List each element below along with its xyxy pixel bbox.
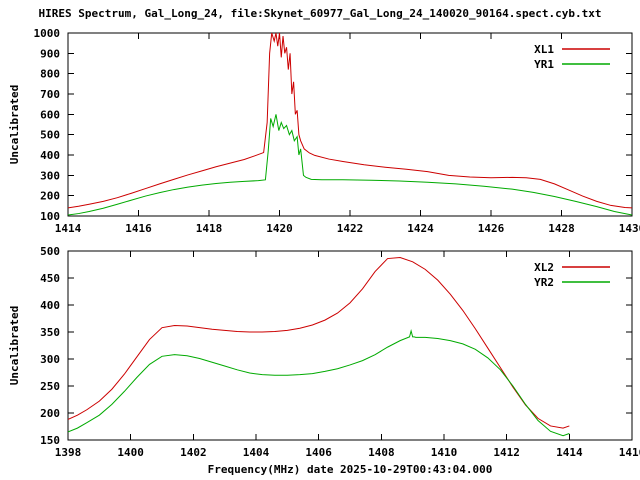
- bottom-y-tick-label: 350: [40, 326, 60, 339]
- page-title: HIRES Spectrum, Gal_Long_24, file:Skynet…: [38, 7, 602, 20]
- top-trace-xl1: [68, 33, 632, 209]
- bottom-legend-label-yr2: YR2: [534, 276, 554, 289]
- bottom-x-tick-label: 1404: [243, 446, 270, 459]
- bottom-x-tick-label: 1400: [117, 446, 144, 459]
- top-x-tick-label: 1428: [548, 222, 575, 235]
- bottom-legend-label-xl2: XL2: [534, 261, 554, 274]
- top-y-tick-label: 400: [40, 149, 60, 162]
- top-x-tick-label: 1430: [619, 222, 640, 235]
- top-trace-yr1: [68, 114, 632, 216]
- bottom-y-tick-label: 150: [40, 434, 60, 447]
- bottom-trace-xl2: [68, 256, 570, 429]
- bottom-y-tick-label: 250: [40, 380, 60, 393]
- x-axis-label: Frequency(MHz) date 2025-10-29T00:43:04.…: [208, 463, 493, 476]
- top-y-tick-label: 900: [40, 47, 60, 60]
- top-y-tick-label: 500: [40, 129, 60, 142]
- bottom-x-tick-label: 1414: [556, 446, 583, 459]
- top-traces: [68, 33, 632, 216]
- bottom-panel: 150 200 250 300 350 400 450 500 1398 1400 1402 1404…: [8, 245, 640, 476]
- bottom-y-tick-label: 500: [40, 245, 60, 258]
- bottom-traces: [68, 256, 570, 437]
- bottom-x-tick-label: 1412: [493, 446, 520, 459]
- bottom-x-tick-label: 1398: [55, 446, 82, 459]
- bottom-plot-frame: [67, 250, 633, 441]
- top-x-tick-label: 1414: [55, 222, 82, 235]
- top-y-tick-label: 800: [40, 68, 60, 81]
- top-x-tick-label: 1422: [337, 222, 364, 235]
- bottom-y-tick-label: 400: [40, 299, 60, 312]
- bottom-x-tick-label: 1406: [305, 446, 332, 459]
- top-y-tick-label: 700: [40, 88, 60, 101]
- bottom-y-tick-label: 450: [40, 272, 60, 285]
- top-y-tick-label: 300: [40, 169, 60, 182]
- top-x-tick-label: 1416: [125, 222, 152, 235]
- bottom-trace-yr2: [68, 328, 570, 437]
- top-y-tick-label: 200: [40, 190, 60, 203]
- top-legend-label-xl1: XL1: [534, 43, 554, 56]
- bottom-x-tick-label: 1410: [431, 446, 458, 459]
- bottom-x-tick-label: 1416: [619, 446, 640, 459]
- bottom-y-axis-label: Uncalibrated: [8, 306, 21, 385]
- top-x-tick-label: 1420: [266, 222, 293, 235]
- top-legend-label-yr1: YR1: [534, 58, 554, 71]
- bottom-y-tick-label: 300: [40, 353, 60, 366]
- top-y-tick-label: 600: [40, 108, 60, 121]
- top-x-tick-label: 1424: [407, 222, 434, 235]
- top-panel: 100 200 300 400 500 600 700 800 900 1000 1414 1416 1…: [8, 27, 640, 235]
- top-x-tick-label: 1426: [478, 222, 505, 235]
- top-y-tick-label: 1000: [34, 27, 61, 40]
- top-x-tick-label: 1418: [196, 222, 223, 235]
- bottom-y-tick-label: 200: [40, 407, 60, 420]
- top-y-axis-label: Uncalibrated: [8, 85, 21, 164]
- bottom-x-tick-label: 1408: [368, 446, 395, 459]
- top-y-tick-label: 100: [40, 210, 60, 223]
- bottom-x-tick-label: 1402: [180, 446, 207, 459]
